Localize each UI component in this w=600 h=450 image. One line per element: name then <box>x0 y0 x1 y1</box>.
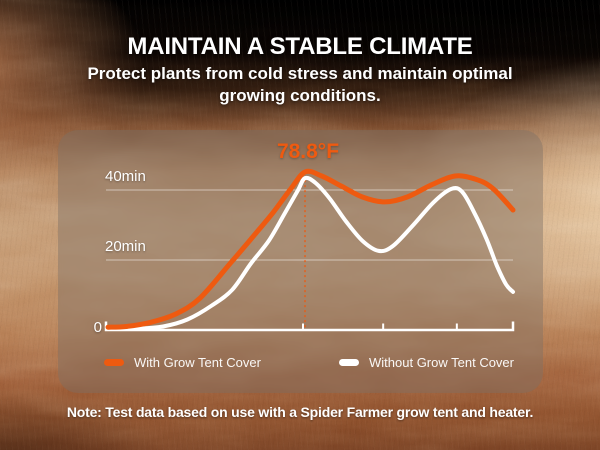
page-subtitle: Protect plants from cold stress and main… <box>87 64 513 106</box>
peak-temperature-callout: 78.8°F <box>276 140 340 163</box>
y-axis-label-origin: 0 <box>93 319 102 336</box>
legend-swatch <box>104 358 124 366</box>
legend-label: Without Grow Tent Cover <box>369 354 514 370</box>
legend-item: Without Grow Tent Cover <box>339 355 514 370</box>
chart-legend: With Grow Tent Cover Without Grow Tent Co… <box>104 353 514 371</box>
legend-label: With Grow Tent Cover <box>134 354 261 370</box>
series-curve-without-grow-tent-cover <box>106 175 515 331</box>
gridlines <box>106 189 513 261</box>
data-series <box>105 168 516 331</box>
page-title: MAINTAIN A STABLE CLIMATE <box>127 33 473 60</box>
footnote: Note: Test data based on use with a Spid… <box>66 404 534 420</box>
x-axis-ticks <box>301 323 458 330</box>
y-axis-label-20min: 20min <box>105 238 146 255</box>
series-curve-with-grow-tent-cover <box>105 168 516 330</box>
legend-item: With Grow Tent Cover <box>104 355 261 370</box>
legend-swatch <box>339 358 360 366</box>
y-axis-label-40min: 40min <box>105 168 146 185</box>
